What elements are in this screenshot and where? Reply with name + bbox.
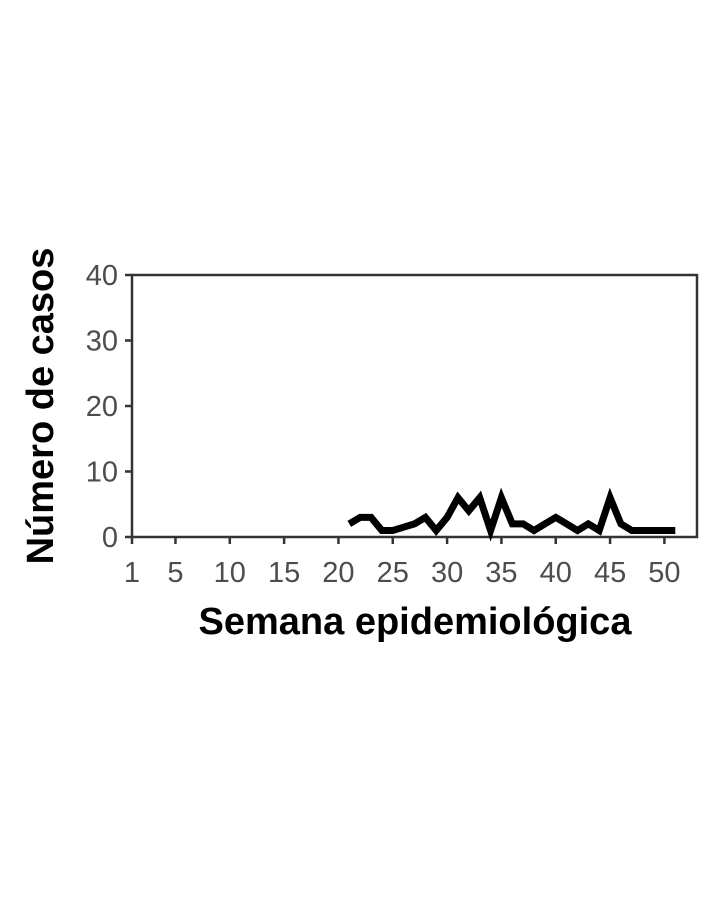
y-tick-label: 30	[86, 326, 118, 358]
y-tick-label: 20	[86, 391, 118, 423]
x-tick-label: 40	[540, 557, 572, 589]
series-line	[347, 487, 676, 542]
x-tick-label: 35	[485, 557, 517, 589]
series-layer	[347, 487, 676, 542]
y-axis-title: Número de casos	[20, 248, 62, 565]
x-tick-label: 45	[594, 557, 626, 589]
x-tick-label: 25	[377, 557, 409, 589]
x-tick-label: 1	[124, 557, 140, 589]
x-axis: 1 5 10 15 20 25 30 35 40 45 50	[124, 537, 681, 589]
y-tick-label: 10	[86, 457, 118, 489]
x-tick-label: 15	[268, 557, 300, 589]
x-axis-title: Semana epidemiológica	[199, 601, 633, 643]
y-tick-label: 0	[102, 522, 118, 554]
y-tick-label: 40	[86, 260, 118, 292]
x-tick-label: 50	[648, 557, 680, 589]
x-tick-label: 10	[214, 557, 246, 589]
x-tick-label: 5	[167, 557, 183, 589]
y-axis: 0 10 20 30 40	[86, 260, 132, 554]
x-tick-label: 20	[322, 557, 354, 589]
x-tick-label: 30	[431, 557, 463, 589]
